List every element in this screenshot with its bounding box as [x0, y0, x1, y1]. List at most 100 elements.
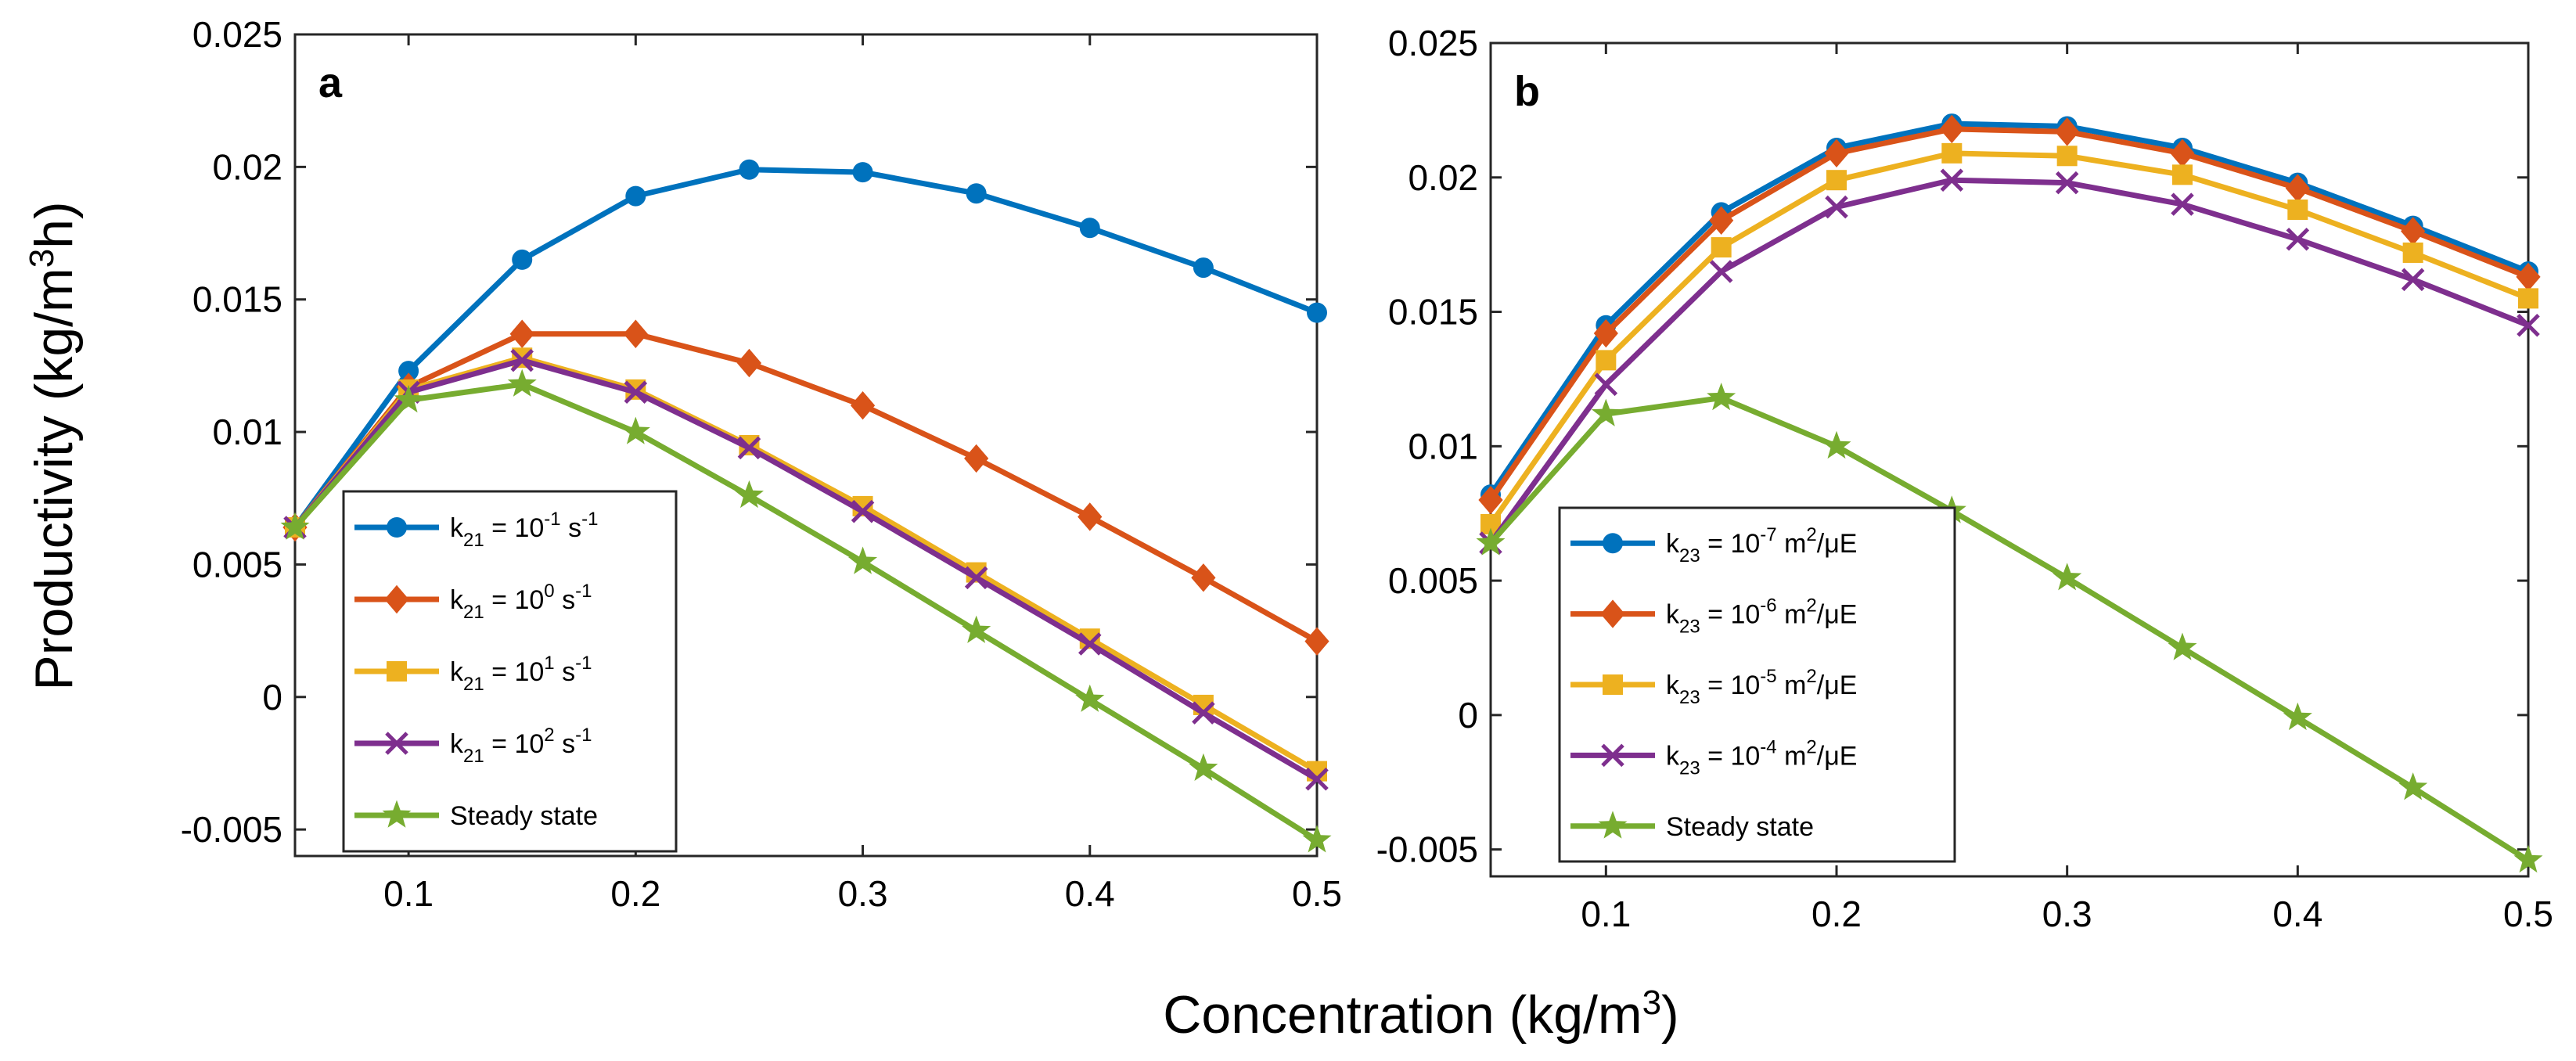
x-tick-label: 0.3: [2042, 894, 2092, 934]
data-point: [625, 185, 646, 207]
legend-label: k23 = 10-4 m2/μE: [1666, 736, 1857, 779]
data-point: [2170, 138, 2195, 168]
legend-label-part: 23: [1679, 687, 1700, 708]
legend-label-part: 0: [544, 581, 554, 602]
data-point: [2055, 171, 2079, 195]
data-point: [736, 348, 762, 378]
legend-label-part: -7: [1760, 524, 1776, 545]
data-point: [2401, 217, 2426, 246]
legend-swatch-marker: [1600, 599, 1625, 628]
data-point: [1709, 260, 1733, 283]
data-point: [2286, 228, 2310, 251]
legend-swatch-marker: [382, 800, 412, 828]
x-tick-label: 0.5: [1292, 873, 1342, 914]
legend-label-part: /μE: [1817, 741, 1858, 771]
data-point: [1825, 195, 1848, 219]
panel-b-chart: 0.1 0.2 0.3 0.4 0.5 -0.005 0 0.005 0.01 0.015 0.02…: [1376, 23, 2553, 934]
data-point: [510, 348, 534, 372]
legend-label-part: = 10: [1700, 529, 1761, 559]
y-tick-label: 0.025: [192, 14, 282, 55]
legend-label-part: k: [1666, 671, 1680, 700]
data-point: [1307, 302, 1327, 323]
legend-label-part: 2: [544, 725, 554, 746]
legend-label-part: s: [555, 657, 575, 687]
y-tick-label: 0.005: [1388, 560, 1478, 601]
y-tick-label: 0: [1458, 695, 1478, 736]
y-tick-label: 0.015: [192, 279, 282, 320]
data-point: [2517, 313, 2540, 337]
legend-label-part: /μE: [1817, 671, 1858, 700]
data-point: [1709, 206, 1734, 235]
series-line-2: [293, 331, 1319, 644]
data-point: [1822, 430, 1851, 459]
y-axis-title: Productivity (kg/m3h): [23, 201, 84, 690]
data-point: [623, 319, 648, 348]
data-point: [507, 369, 537, 397]
x-tick-label: 0.2: [1811, 894, 1862, 934]
legend-label-part: 2: [1806, 595, 1816, 617]
data-point: [2285, 174, 2310, 203]
data-point: [1478, 485, 1503, 515]
data-point: [1078, 502, 1103, 531]
legend-label-part: -1: [581, 509, 598, 530]
data-point: [1191, 563, 1216, 592]
data-point: [2283, 702, 2312, 731]
y-tick-label: -0.005: [181, 809, 282, 850]
y-tick-label: 0.005: [192, 544, 282, 584]
legend-label: k23 = 10-6 m2/μE: [1666, 595, 1857, 638]
data-point: [621, 416, 650, 444]
data-point: [2516, 262, 2541, 292]
data-point: [1596, 350, 1617, 371]
data-point: [280, 512, 310, 540]
data-point: [1593, 318, 1618, 348]
legend-label-part: k: [1666, 600, 1680, 630]
legend-label-part: s: [555, 585, 575, 615]
data-point: [1189, 753, 1218, 781]
legend-label-part: m: [1777, 741, 1807, 771]
y-tick-label: 0: [262, 677, 282, 718]
data-point: [1476, 527, 1506, 556]
data-point: [962, 615, 991, 643]
data-point: [964, 444, 989, 473]
data-point: [852, 162, 873, 183]
legend-label-part: k: [450, 585, 464, 615]
x-tick-label: 0.1: [383, 873, 434, 914]
y-tick-label: 0.025: [1388, 23, 1478, 63]
data-point: [848, 546, 878, 574]
data-point: [2401, 268, 2425, 292]
legend-label-part: k: [1666, 741, 1680, 771]
data-point: [624, 380, 648, 405]
data-point: [1824, 138, 1849, 168]
data-point: [394, 384, 423, 413]
series-line-5: [1488, 395, 2530, 863]
data-point: [1078, 632, 1102, 656]
data-point: [2402, 242, 2423, 263]
data-point: [1193, 257, 1214, 279]
series-line-5: [293, 381, 1319, 843]
y-tick-label: -0.005: [1376, 829, 1478, 870]
data-point: [1939, 114, 1964, 144]
data-point: [512, 249, 533, 270]
legend-label-part: 2: [1806, 736, 1816, 757]
legend-swatch-marker: [1601, 743, 1624, 768]
data-point: [1591, 398, 1621, 426]
data-point: [1594, 372, 1618, 397]
data-point: [1305, 768, 1329, 791]
legend-label-part: = 10: [1700, 671, 1761, 700]
legend-label-part: 21: [463, 530, 484, 551]
legend-label-part: -5: [1760, 666, 1776, 687]
data-point: [2172, 164, 2193, 185]
legend-label-part: -1: [575, 653, 592, 674]
legend-label: k23 = 10-7 m2/μE: [1666, 524, 1857, 566]
y-tick-label: 0.01: [1408, 426, 1478, 466]
data-point: [509, 319, 534, 348]
data-point: [851, 499, 875, 523]
legend-label: Steady state: [450, 801, 598, 831]
data-point: [2053, 563, 2082, 591]
data-point: [966, 183, 987, 204]
legend-label-part: -1: [575, 581, 592, 602]
data-point: [1940, 168, 1964, 192]
series-line-3: [1488, 150, 2530, 527]
